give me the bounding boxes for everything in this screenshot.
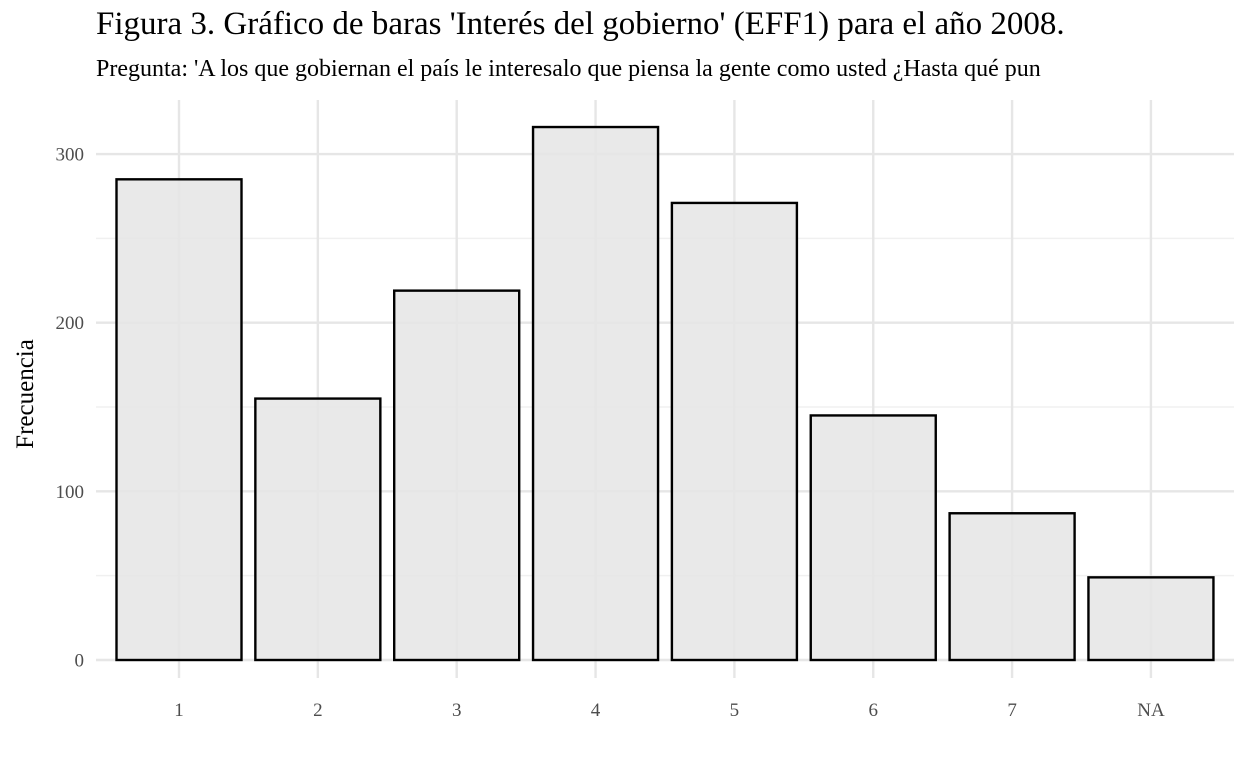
x-tick-label: 2	[313, 700, 323, 721]
bar-7	[948, 512, 1076, 662]
x-tick-label: 1	[174, 700, 184, 721]
x-tick-label: 3	[452, 700, 462, 721]
x-tick-label: 6	[869, 700, 879, 721]
bars	[115, 125, 1215, 662]
y-tick-label: 300	[56, 145, 85, 166]
x-tick-label: 4	[591, 700, 601, 721]
y-axis-title: Frecuencia	[12, 339, 39, 449]
y-tick-label: 0	[75, 651, 85, 672]
y-tick-label: 200	[56, 313, 85, 334]
bar-4	[531, 125, 660, 662]
bar-1	[115, 178, 243, 662]
x-tick-label: 5	[730, 700, 740, 721]
bar-6	[809, 414, 937, 662]
y-tick-label: 100	[56, 482, 85, 503]
chart-title: Figura 3. Gráfico de baras 'Interés del …	[96, 6, 1065, 42]
bar-NA	[1087, 576, 1215, 662]
y-axis-ticks: 0 100 200 300	[56, 145, 85, 672]
bar-3	[393, 289, 521, 662]
bar-5	[670, 201, 799, 662]
chart-subtitle: Pregunta: 'A los que gobiernan el país l…	[96, 56, 1041, 82]
x-tick-label: NA	[1137, 700, 1165, 721]
bar-2	[254, 397, 382, 662]
x-tick-label: 7	[1007, 700, 1017, 721]
x-axis-ticks: 1 2 3 4 5 6 7 NA	[174, 700, 1165, 721]
